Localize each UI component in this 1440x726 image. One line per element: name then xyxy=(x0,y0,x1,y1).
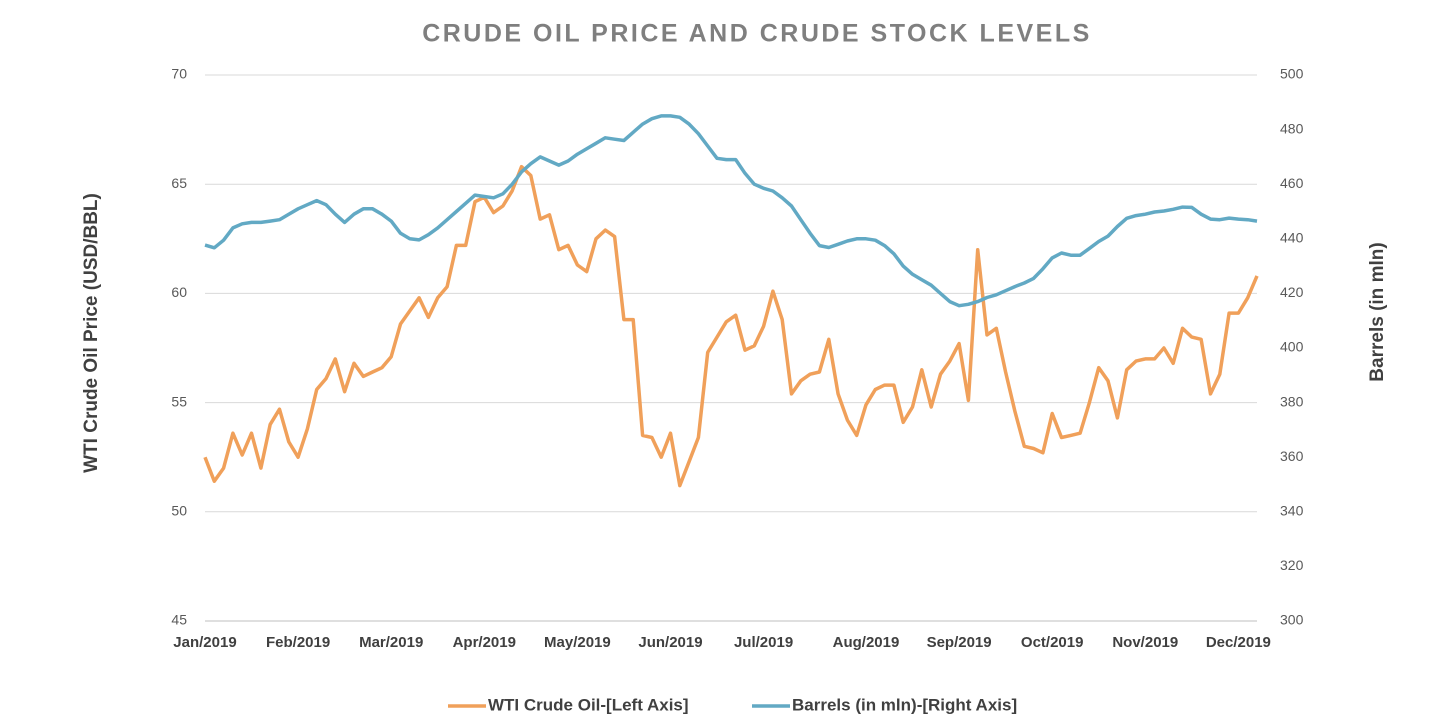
x-tick-label: Aug/2019 xyxy=(833,634,900,651)
y2-tick-label: 460 xyxy=(1280,175,1304,191)
y-tick-label: 70 xyxy=(171,66,187,82)
chart-title: CRUDE OIL PRICE AND CRUDE STOCK LEVELS xyxy=(422,20,1092,48)
y-axis-title: WTI Crude Oil Price (USD/BBL) xyxy=(81,193,102,473)
y2-tick-label: 320 xyxy=(1280,557,1304,573)
y2-tick-label: 420 xyxy=(1280,284,1304,300)
y2-axis-title: Barrels (in mln) xyxy=(1367,242,1388,381)
x-tick-label: Feb/2019 xyxy=(266,634,330,651)
y2-tick-label: 500 xyxy=(1280,66,1304,82)
y2-tick-label: 300 xyxy=(1280,612,1304,628)
y2-tick-label: 400 xyxy=(1280,339,1304,355)
x-tick-label: Oct/2019 xyxy=(1021,634,1084,651)
x-tick-label: Nov/2019 xyxy=(1112,634,1178,651)
x-tick-label: Apr/2019 xyxy=(453,634,516,651)
y2-tick-label: 440 xyxy=(1280,230,1304,246)
x-tick-label: Sep/2019 xyxy=(927,634,992,651)
y-tick-label: 65 xyxy=(171,175,187,191)
y2-tick-label: 340 xyxy=(1280,503,1304,519)
x-tick-label: Dec/2019 xyxy=(1206,634,1271,651)
x-tick-label: Jun/2019 xyxy=(638,634,702,651)
legend-label: Barrels (in mln)-[Right Axis] xyxy=(792,695,1017,714)
x-tick-label: May/2019 xyxy=(544,634,611,651)
x-tick-label: Jan/2019 xyxy=(173,634,236,651)
y2-tick-label: 360 xyxy=(1280,448,1304,464)
y-tick-label: 55 xyxy=(171,393,187,409)
y-tick-label: 60 xyxy=(171,284,187,300)
y-tick-label: 45 xyxy=(171,612,187,628)
y2-tick-label: 380 xyxy=(1280,393,1304,409)
x-tick-label: Jul/2019 xyxy=(734,634,793,651)
series-line xyxy=(203,164,1259,488)
x-tick-label: Mar/2019 xyxy=(359,634,423,651)
y2-tick-label: 480 xyxy=(1280,120,1304,136)
legend-label: WTI Crude Oil-[Left Axis] xyxy=(488,695,689,714)
y-tick-label: 50 xyxy=(171,503,187,519)
series-line xyxy=(204,114,1258,308)
